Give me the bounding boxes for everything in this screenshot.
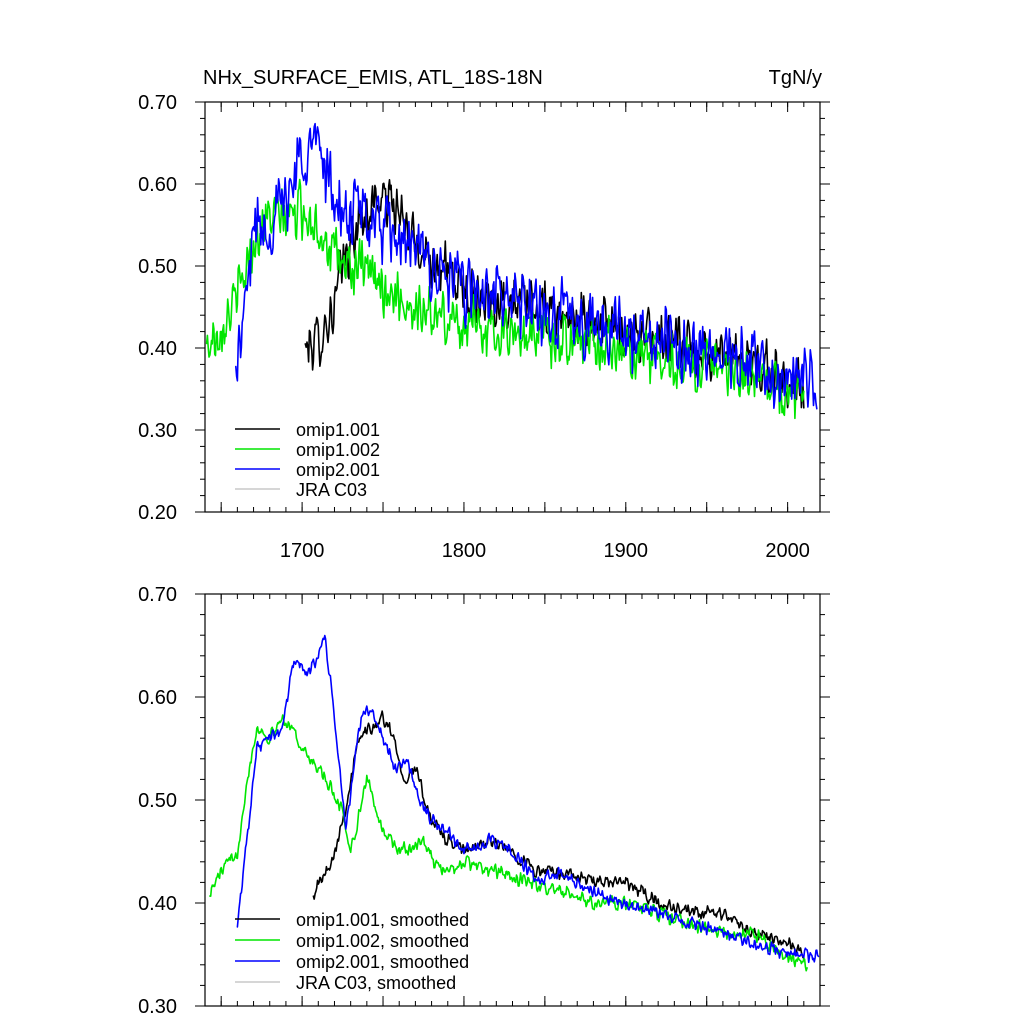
y-tick-label: 0.40 [138, 893, 177, 915]
bottom-panel: 0.30 0.40 0.50 0.60 0.70 omip1.001, smoothed… [138, 584, 830, 1018]
legend-label-bottom-2: omip2.001, smoothed [296, 952, 469, 972]
y-tick-label: 0.50 [138, 256, 177, 278]
y-tick-label: 0.40 [138, 338, 177, 360]
x-tick-label: 1700 [280, 540, 325, 562]
series-line-omip1-002 [205, 178, 805, 420]
y-tick-label: 0.30 [138, 420, 177, 442]
top-panel: NHx_SURFACE_EMIS, ATL_18S-18N TgN/y 0.20… [138, 67, 830, 562]
y-tick-label: 0.60 [138, 174, 177, 196]
bottom-series-group [209, 634, 820, 972]
top-axis-ticks: 0.20 0.30 0.40 0.50 0.60 0.70 1700 1800 1900 2000 [138, 92, 830, 562]
y-tick-label: 0.70 [138, 92, 177, 114]
y-tick-label: 0.20 [138, 502, 177, 524]
y-tick-label: 0.60 [138, 687, 177, 709]
top-panel-title: NHx_SURFACE_EMIS, ATL_18S-18N [203, 67, 543, 89]
y-tick-label: 0.30 [138, 996, 177, 1018]
bottom-legend: omip1.001, smoothed omip1.002, smoothed … [235, 910, 469, 993]
legend-label-bottom-1: omip1.002, smoothed [296, 931, 469, 951]
series-line-omip2-001-smoothed [236, 634, 820, 964]
top-legend: omip1.001 omip1.002 omip2.001 JRA C03 [235, 420, 380, 500]
legend-label-top-0: omip1.001 [296, 420, 380, 440]
x-tick-label: 1900 [604, 540, 649, 562]
y-tick-label: 0.70 [138, 584, 177, 606]
legend-label-bottom-0: omip1.001, smoothed [296, 910, 469, 930]
top-series-group [205, 122, 818, 420]
legend-label-top-1: omip1.002 [296, 440, 380, 460]
top-panel-units: TgN/y [769, 67, 822, 89]
legend-label-top-2: omip2.001 [296, 460, 380, 480]
bottom-axis-ticks: 0.30 0.40 0.50 0.60 0.70 [138, 584, 830, 1018]
x-tick-label: 1800 [442, 540, 487, 562]
x-tick-label: 2000 [765, 540, 810, 562]
series-line-omip2-001 [235, 122, 818, 410]
legend-label-top-3: JRA C03 [296, 480, 367, 500]
y-tick-label: 0.50 [138, 790, 177, 812]
legend-label-bottom-3: JRA C03, smoothed [296, 973, 456, 993]
